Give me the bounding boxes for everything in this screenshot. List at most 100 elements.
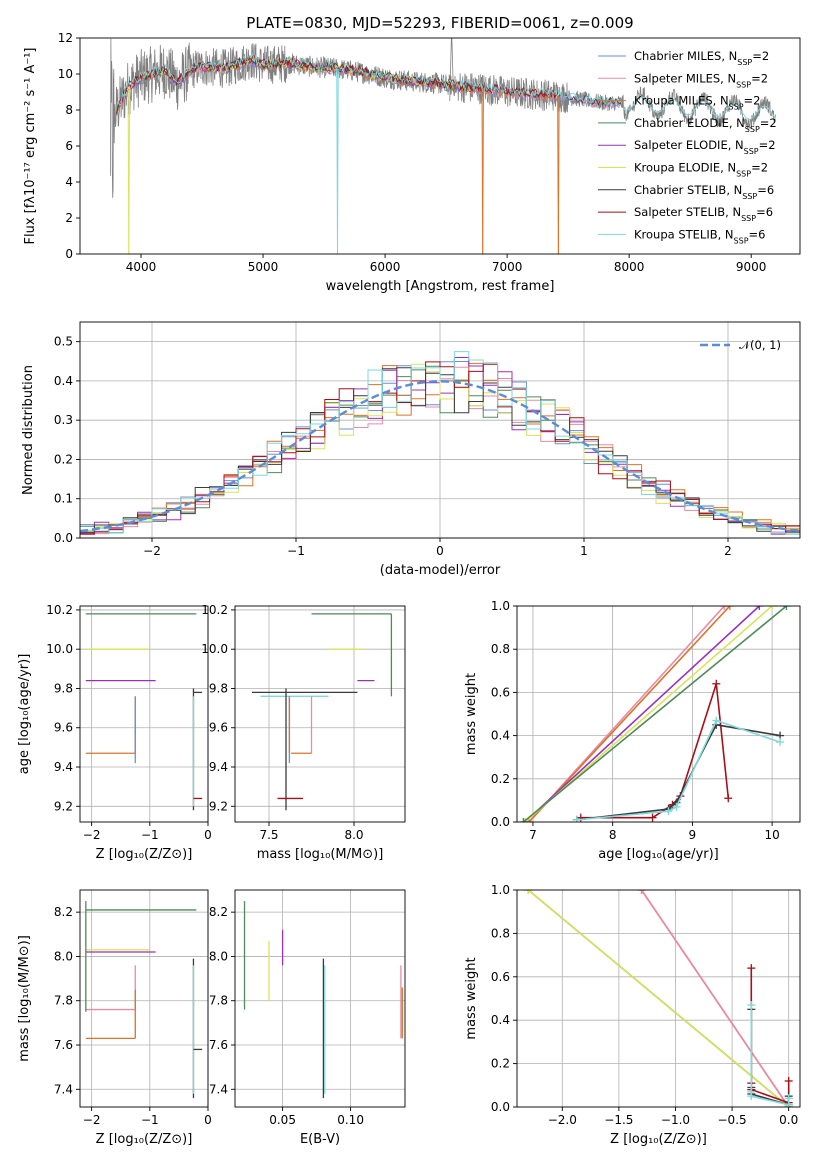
histogram-salpeter_stelib <box>80 361 800 535</box>
massweight_vs_Z-panel: −2.0 −1.5 −1.0 −0.5 0.0 0.0 0.2 0.4 0.6 0.8 1.0 Z [… <box>464 883 801 1147</box>
y-tick-label: 9.6 <box>54 721 73 735</box>
legend-label: Kroupa ELODIE, NSSP=2 <box>634 161 768 179</box>
x-tick-label: −2 <box>83 1113 101 1127</box>
x-tick-label: 10 <box>764 828 779 842</box>
y-tick-label: 2 <box>65 211 73 225</box>
model-dip <box>482 88 484 254</box>
y-axis-label: mass weight <box>464 957 479 1039</box>
x-tick-label: −1.0 <box>661 1113 690 1127</box>
x-tick-label: 0.10 <box>337 1113 364 1127</box>
y-tick-label: 4 <box>65 175 73 189</box>
y-tick-label: 0.0 <box>491 815 510 829</box>
y-tick-label: 9.2 <box>209 799 228 813</box>
x-axis-label: Z [log₁₀(Z/Z⊙)] <box>96 847 193 862</box>
legend-label: Chabrier STELIB, NSSP=6 <box>634 183 774 201</box>
y-tick-label: 0.4 <box>491 1013 510 1027</box>
x-tick-label: −0.5 <box>718 1113 747 1127</box>
x-axis-label: Z [log₁₀(Z/Z⊙)] <box>96 1132 193 1147</box>
spectrum-emission-line <box>449 38 454 102</box>
x-tick-label: 5000 <box>248 260 279 274</box>
y-tick-label: 7.6 <box>209 1038 228 1052</box>
mass_vs_ebv-frame <box>234 889 406 1108</box>
age_vs_mass-grid <box>235 606 405 822</box>
legend-label: Kroupa STELIB, NSSP=6 <box>634 227 765 245</box>
mass_vs_ebv-plot-area <box>243 901 403 1099</box>
mass-weight-line-chabrier_elodie <box>522 606 787 822</box>
y-tick-label: 10.0 <box>46 642 73 656</box>
x-tick-label: 0 <box>204 1113 212 1127</box>
legend-label: Chabrier ELODIE, NSSP=2 <box>634 116 777 133</box>
model-dip <box>336 68 339 254</box>
x-tick-label: −1 <box>141 828 159 842</box>
mass-weight-line-kroupa_miles <box>528 606 731 822</box>
age_vs_mass-panel: 7.5 8.0 9.2 9.4 9.6 9.8 10.0 10.2 mass [log₁₀(M/… <box>201 603 406 862</box>
mass_vs_Z-plot-area <box>85 901 203 1099</box>
y-tick-label: 12 <box>58 31 73 45</box>
x-tick-label: 0 <box>436 544 444 558</box>
normal-curve <box>80 380 800 533</box>
y-tick-label: 0.2 <box>491 772 510 786</box>
age_vs_mass-plot-area <box>252 613 393 811</box>
y-axis-label: Flux [fλ10⁻¹⁷ erg cm⁻² s⁻¹ A⁻¹] <box>23 48 38 245</box>
y-tick-label: 0.3 <box>54 413 73 427</box>
y-tick-label: 7.6 <box>54 1038 73 1052</box>
y-tick-label: 0.4 <box>491 729 510 743</box>
age_vs_mass-frame <box>234 605 406 823</box>
y-tick-label: 1.0 <box>491 883 510 897</box>
massweight_vs_age-frame <box>516 605 801 823</box>
y-axis-label: Normed distribution <box>21 365 36 495</box>
legend-label: Salpeter STELIB, NSSP=6 <box>634 205 773 223</box>
residuals-plot-area <box>80 351 800 535</box>
massweight_vs_Z-frame <box>516 889 801 1108</box>
age_vs_Z-panel: −2 −1 0 9.2 9.4 9.6 9.8 10.0 10.2 Z [log₁₀(Z/Z⊙)]… <box>17 603 212 862</box>
y-tick-label: 9.6 <box>209 721 228 735</box>
y-tick-label: 8 <box>65 103 73 117</box>
age_vs_Z-grid <box>80 606 209 822</box>
x-axis-label: Z [log₁₀(Z/Z⊙)] <box>610 1132 707 1147</box>
mass-weight-line-salpeter_elodie <box>524 606 760 822</box>
y-tick-label: 7.8 <box>54 994 73 1008</box>
y-axis-label: mass [log₁₀(M/M⊙)] <box>17 935 32 1062</box>
x-tick-label: 8 <box>609 828 617 842</box>
mass_vs_ebv-grid <box>235 890 405 1107</box>
y-tick-label: 9.4 <box>54 760 73 774</box>
legend-label: Chabrier MILES, NSSP=2 <box>634 49 769 67</box>
legend-label: Salpeter MILES, NSSP=2 <box>634 71 768 89</box>
x-tick-label: −2 <box>83 828 101 842</box>
model-spectrum-kroupa_stelib <box>116 52 623 107</box>
y-tick-label: 9.8 <box>54 681 73 695</box>
legend-label: Kroupa MILES, NSSP=2 <box>634 94 760 112</box>
mass_vs_Z-panel: −2 −1 0 7.4 7.6 7.8 8.0 8.2 Z [log₁₀(Z/Z⊙)] mass … <box>17 889 212 1147</box>
spectrum-legend: Chabrier MILES, NSSP=2 Salpeter MILES, NS… <box>598 49 777 245</box>
y-tick-label: 0.8 <box>491 926 510 940</box>
x-axis-label: E(B-V) <box>300 1132 340 1147</box>
model-dip <box>557 95 560 254</box>
residuals-panel: −2 −1 0 1 2 0.0 0.1 0.2 0.3 0.4 0.5 (data-model)/er… <box>21 321 801 578</box>
y-tick-label: 7.4 <box>209 1082 228 1096</box>
y-tick-label: 10.2 <box>46 603 73 617</box>
y-tick-label: 9.4 <box>209 760 228 774</box>
mass-weight-line-salpeter_stelib <box>750 968 790 1104</box>
y-axis-label: age [log₁₀(age/yr)] <box>17 654 32 775</box>
mass_vs_Z-grid <box>80 890 209 1107</box>
y-axis-label: mass weight <box>464 673 479 755</box>
x-tick-label: −1.5 <box>604 1113 633 1127</box>
y-tick-label: 1.0 <box>491 599 510 613</box>
age_vs_Z-plot-area <box>85 613 203 811</box>
y-tick-label: 7.4 <box>54 1082 73 1096</box>
age_vs_Z-frame <box>79 605 209 823</box>
x-tick-label: 1 <box>580 544 588 558</box>
y-tick-label: 0.1 <box>54 492 73 506</box>
x-tick-label: 4000 <box>126 260 157 274</box>
x-tick-label: 7 <box>529 828 537 842</box>
x-axis-label: age [log₁₀(age/yr)] <box>598 847 719 862</box>
y-tick-label: 0.2 <box>54 452 73 466</box>
y-tick-label: 8.0 <box>209 949 228 963</box>
massweight_vs_Z-plot-area <box>524 890 793 1107</box>
x-tick-label: 0.0 <box>779 1113 798 1127</box>
massweight_vs_age-panel: 7 8 9 10 0.0 0.2 0.4 0.6 0.8 1.0 age [log₁₀(age/yr… <box>464 599 801 862</box>
mass-weight-line-kroupa_elodie <box>527 890 790 1107</box>
x-tick-label: 9000 <box>736 260 767 274</box>
y-tick-label: 0.6 <box>491 685 510 699</box>
y-tick-label: 0.4 <box>54 374 73 388</box>
